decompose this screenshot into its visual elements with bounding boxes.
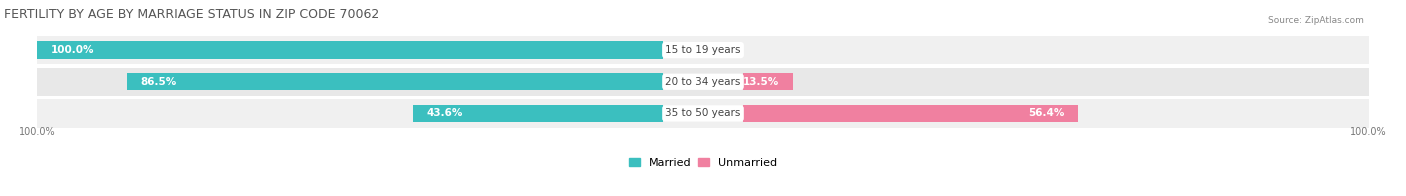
Bar xyxy=(742,73,793,91)
Bar xyxy=(38,41,664,59)
Text: 100.0%: 100.0% xyxy=(51,45,94,55)
Bar xyxy=(742,105,1078,122)
Text: Source: ZipAtlas.com: Source: ZipAtlas.com xyxy=(1268,16,1364,25)
Text: 100.0%: 100.0% xyxy=(1350,127,1386,137)
Text: 86.5%: 86.5% xyxy=(141,77,177,87)
Text: FERTILITY BY AGE BY MARRIAGE STATUS IN ZIP CODE 70062: FERTILITY BY AGE BY MARRIAGE STATUS IN Z… xyxy=(4,8,380,21)
Bar xyxy=(38,36,1368,64)
Text: 20 to 34 years: 20 to 34 years xyxy=(665,77,741,87)
Bar xyxy=(38,99,1368,128)
Bar xyxy=(128,73,664,91)
Bar xyxy=(413,105,664,122)
Text: 100.0%: 100.0% xyxy=(20,127,56,137)
Text: 13.5%: 13.5% xyxy=(744,77,779,87)
Text: 15 to 19 years: 15 to 19 years xyxy=(665,45,741,55)
Text: 56.4%: 56.4% xyxy=(1029,108,1066,118)
Bar xyxy=(38,67,1368,96)
Text: 43.6%: 43.6% xyxy=(426,108,463,118)
Legend: Married, Unmarried: Married, Unmarried xyxy=(624,153,782,172)
Text: 35 to 50 years: 35 to 50 years xyxy=(665,108,741,118)
